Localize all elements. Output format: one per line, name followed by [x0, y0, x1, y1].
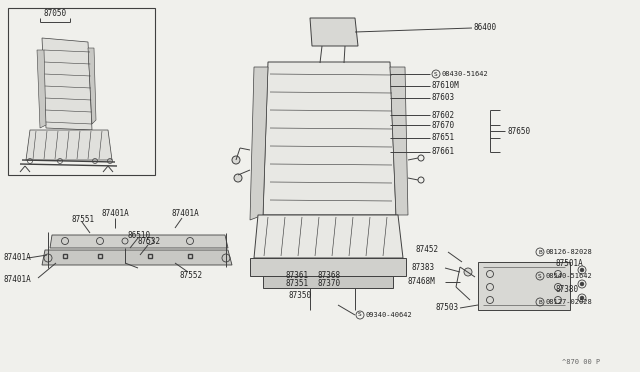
- Text: 87661: 87661: [432, 148, 455, 157]
- Polygon shape: [50, 235, 228, 248]
- Text: 87610M: 87610M: [432, 81, 460, 90]
- Text: 87050: 87050: [44, 10, 67, 19]
- Text: 87383: 87383: [412, 263, 435, 273]
- Polygon shape: [42, 38, 92, 130]
- Polygon shape: [263, 62, 396, 215]
- Polygon shape: [478, 262, 570, 310]
- Polygon shape: [310, 18, 358, 46]
- Text: 08127-02028: 08127-02028: [546, 299, 593, 305]
- Bar: [8, 8, 155, 175]
- Text: 87380: 87380: [556, 285, 579, 295]
- Text: 87401A: 87401A: [4, 253, 32, 263]
- Text: 87468M: 87468M: [408, 278, 436, 286]
- Text: 87603: 87603: [432, 93, 455, 103]
- Circle shape: [232, 156, 240, 164]
- Text: 86400: 86400: [474, 23, 497, 32]
- Text: 87350: 87350: [289, 291, 312, 299]
- Text: 87401A: 87401A: [102, 209, 130, 218]
- Text: 08430-51642: 08430-51642: [442, 71, 489, 77]
- Text: 08126-82028: 08126-82028: [546, 249, 593, 255]
- Polygon shape: [88, 48, 96, 124]
- Text: 87532: 87532: [138, 237, 161, 247]
- Polygon shape: [250, 67, 268, 220]
- Text: 87401A: 87401A: [4, 276, 32, 285]
- Polygon shape: [37, 50, 46, 128]
- Text: 87552: 87552: [180, 270, 203, 279]
- Text: 87602: 87602: [432, 110, 455, 119]
- Text: 08540-51642: 08540-51642: [546, 273, 593, 279]
- Text: B: B: [538, 299, 542, 305]
- Text: B: B: [538, 250, 542, 254]
- Circle shape: [234, 174, 242, 182]
- Polygon shape: [250, 258, 406, 276]
- Text: 87651: 87651: [432, 134, 455, 142]
- Text: 87670: 87670: [432, 121, 455, 129]
- Circle shape: [580, 296, 584, 300]
- Circle shape: [464, 268, 472, 276]
- Text: 87551: 87551: [72, 215, 95, 224]
- Polygon shape: [263, 276, 393, 288]
- Text: 87370: 87370: [318, 279, 341, 288]
- Circle shape: [580, 282, 584, 286]
- Text: 87351: 87351: [285, 279, 308, 288]
- Text: S: S: [358, 312, 362, 317]
- Text: S: S: [434, 71, 438, 77]
- Circle shape: [580, 268, 584, 272]
- Text: 87368: 87368: [318, 270, 341, 279]
- Polygon shape: [42, 250, 232, 265]
- Circle shape: [122, 238, 128, 244]
- Text: 87503: 87503: [435, 304, 458, 312]
- Text: 87361: 87361: [285, 270, 308, 279]
- Text: 87452: 87452: [416, 246, 439, 254]
- Polygon shape: [390, 67, 408, 215]
- Text: 09340-40642: 09340-40642: [366, 312, 413, 318]
- Polygon shape: [26, 130, 112, 160]
- Text: S: S: [538, 273, 542, 279]
- Text: 86510: 86510: [128, 231, 151, 240]
- Polygon shape: [254, 215, 403, 258]
- Text: 87401A: 87401A: [172, 209, 200, 218]
- Text: 87501A: 87501A: [556, 260, 584, 269]
- Text: ^870 00 P: ^870 00 P: [562, 359, 600, 365]
- Text: 87650: 87650: [507, 126, 530, 135]
